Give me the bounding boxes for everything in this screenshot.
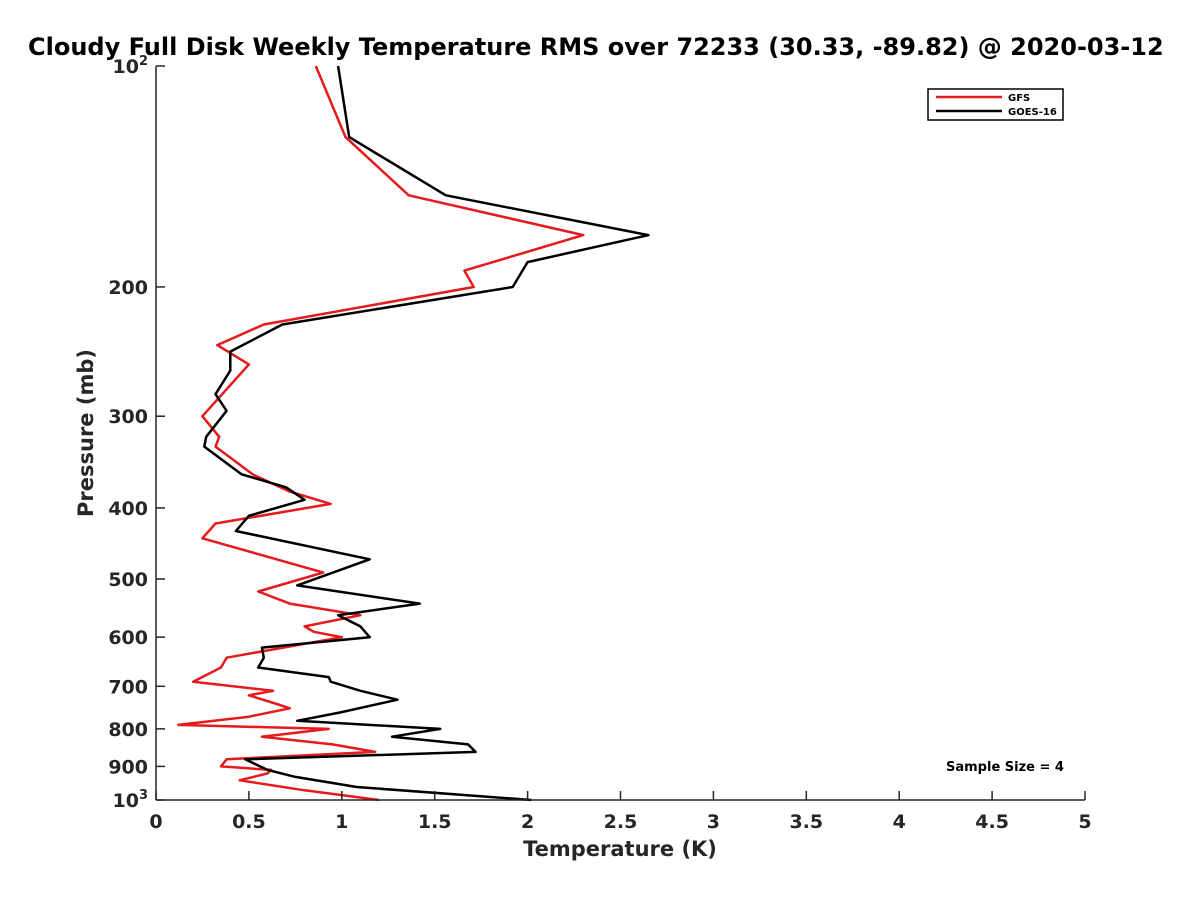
x-ticks: 0 0.5 1 1.5 2 2.5 3 3.5 4 4.5 5 — [149, 791, 1092, 833]
y-tick-label: 102 — [113, 54, 149, 78]
series-line-gfs — [177, 65, 585, 802]
legend-box — [927, 88, 1064, 121]
y-axis-label: Pressure (mb) — [74, 349, 98, 517]
y-tick-label: 600 — [108, 627, 148, 649]
legend: GFS GOES-16 — [927, 88, 1064, 121]
x-tick-label: 0 — [149, 811, 162, 833]
legend-label-goes16: GOES-16 — [1008, 107, 1057, 118]
y-tick-label: 200 — [108, 277, 148, 299]
plot-series — [177, 65, 650, 802]
x-tick-label: 2 — [521, 811, 534, 833]
y-tick-label: 900 — [108, 756, 148, 778]
x-tick-label: 1.5 — [418, 811, 452, 833]
x-tick-label: 3.5 — [789, 811, 823, 833]
x-tick-label: 4.5 — [975, 811, 1009, 833]
x-tick-label: 1 — [335, 811, 348, 833]
x-tick-label: 5 — [1078, 811, 1091, 833]
x-axis-label: Temperature (K) — [523, 837, 717, 861]
x-tick-label: 2.5 — [604, 811, 638, 833]
x-tick-label: 4 — [893, 811, 906, 833]
y-tick-label: 700 — [108, 676, 148, 698]
sample-size-annotation: Sample Size = 4 — [946, 760, 1064, 775]
y-tick-label: 800 — [108, 719, 148, 741]
axes: 0 0.5 1 1.5 2 2.5 3 3.5 4 4.5 5 102 200 300 400 500 600… — [108, 54, 1091, 833]
y-tick-label: 500 — [108, 569, 148, 591]
y-tick-label: 103 — [113, 788, 149, 812]
y-ticks: 102 200 300 400 500 600 700 800 900 103 — [108, 54, 165, 812]
y-tick-label: 400 — [108, 498, 148, 520]
legend-label-gfs: GFS — [1008, 93, 1030, 104]
chart-title: Cloudy Full Disk Weekly Temperature RMS … — [28, 33, 1164, 61]
x-tick-label: 0.5 — [232, 811, 266, 833]
x-tick-label: 3 — [707, 811, 720, 833]
y-tick-label: 300 — [108, 406, 148, 428]
series-line-goes16 — [203, 65, 650, 802]
